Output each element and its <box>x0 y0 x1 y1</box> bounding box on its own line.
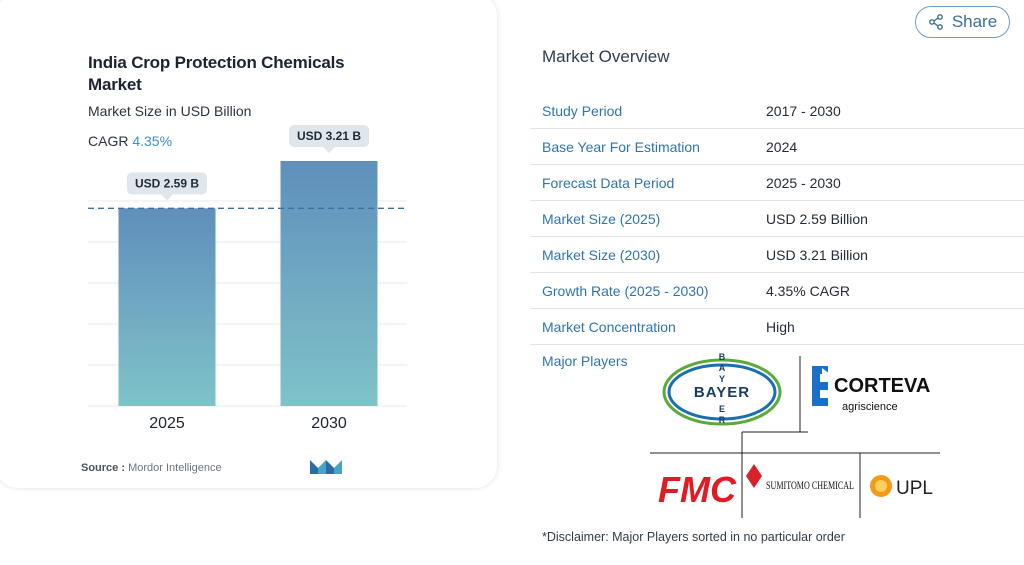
overview-key: Growth Rate (2025 - 2030) <box>542 282 709 299</box>
overview-row: Market Size (2030) USD 3.21 Billion <box>530 237 1024 273</box>
share-icon <box>928 14 943 30</box>
upl-logo: UPL <box>870 475 933 499</box>
svg-text:E: E <box>719 404 725 414</box>
overview-key: Market Concentration <box>542 318 676 335</box>
bar-chart: USD 2.59 B 2025 USD 3.21 B 2030 <box>88 125 407 432</box>
overview-table: Study Period 2017 - 2030 Base Year For E… <box>530 93 1024 345</box>
overview-key: Study Period <box>542 102 623 119</box>
sumitomo-text: SUMITOMO CHEMICAL <box>766 478 854 492</box>
chart-title: India Crop Protection Chemicals Market <box>88 53 345 94</box>
overview-value: 4.35% CAGR <box>766 282 851 299</box>
overview-key: Base Year For Estimation <box>542 138 700 155</box>
overview-row: Market Concentration High <box>530 309 1024 345</box>
major-players-label: Major Players <box>542 353 628 369</box>
share-label: Share <box>951 12 998 31</box>
fmc-text: FMC <box>658 469 737 510</box>
bayer-logo: BAYER B A Y E R <box>662 352 782 426</box>
overview-key: Market Size (2025) <box>542 210 661 227</box>
cagr-label: CAGR <box>88 133 129 149</box>
svg-text:A: A <box>719 363 726 373</box>
bar-2030 <box>280 161 378 406</box>
corteva-logo: CORTEVA agriscience <box>812 366 930 413</box>
svg-text:R: R <box>719 415 726 425</box>
source-label: Source : <box>81 462 126 474</box>
overview-value: 2017 - 2030 <box>766 102 841 119</box>
overview-title: Market Overview <box>542 47 670 66</box>
data-label-text: USD 3.21 B <box>297 129 361 143</box>
data-label-2025: USD 2.59 B <box>127 172 207 201</box>
upl-text: UPL <box>896 478 933 499</box>
agriscience-text: agriscience <box>842 401 898 413</box>
overview-row: Market Size (2025) USD 2.59 Billion <box>530 201 1024 237</box>
mordor-logo-icon <box>310 460 342 474</box>
source-text: Mordor Intelligence <box>128 462 222 474</box>
overview-row: Forecast Data Period 2025 - 2030 <box>530 165 1024 201</box>
data-label-text: USD 2.59 B <box>135 176 199 190</box>
overview-key: Forecast Data Period <box>542 174 675 191</box>
data-label-2030: USD 3.21 B <box>289 125 369 153</box>
source-note: Source : Mordor Intelligence <box>81 462 222 474</box>
overview-value: USD 3.21 Billion <box>766 246 868 263</box>
cagr-text: CAGR 4.35% <box>88 133 172 149</box>
overview-row: Growth Rate (2025 - 2030) 4.35% CAGR <box>530 273 1024 309</box>
svg-text:Y: Y <box>719 374 725 384</box>
bayer-horizontal: BAYER <box>694 384 750 401</box>
overview-value: USD 2.59 Billion <box>766 210 868 227</box>
x-tick-label: 2030 <box>311 415 347 432</box>
disclaimer-text: *Disclaimer: Major Players sorted in no … <box>542 530 845 544</box>
svg-text:B: B <box>719 352 726 362</box>
sumitomo-logo: SUMITOMO CHEMICAL <box>746 464 854 492</box>
overview-value: 2024 <box>766 138 798 155</box>
overview-key: Market Size (2030) <box>542 246 661 263</box>
overview-row: Base Year For Estimation 2024 <box>530 129 1024 165</box>
chart-card <box>0 0 497 488</box>
overview-row: Study Period 2017 - 2030 <box>530 93 1024 129</box>
chart-subtitle: Market Size in USD Billion <box>88 103 252 119</box>
bar-2025 <box>118 208 216 406</box>
corteva-text: CORTEVA <box>834 375 930 397</box>
fmc-logo: FMC <box>658 469 737 510</box>
major-players-logos: BAYER B A Y E R CORTEVA agriscience FMC … <box>650 352 940 518</box>
overview-value: High <box>766 318 795 335</box>
share-button[interactable]: Share <box>915 6 1010 38</box>
x-tick-label: 2025 <box>149 415 185 432</box>
cagr-value: 4.35% <box>132 133 173 149</box>
overview-value: 2025 - 2030 <box>766 174 841 191</box>
